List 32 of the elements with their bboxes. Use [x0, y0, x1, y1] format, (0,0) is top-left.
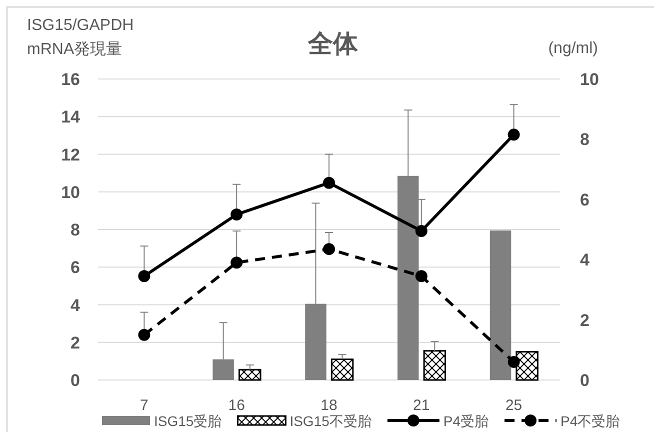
legend-label: ISG15不受胎 [290, 413, 372, 429]
y-tick-label: 16 [61, 70, 80, 89]
y-tick-label: 8 [70, 220, 80, 240]
y-tick-label: 2 [70, 333, 80, 352]
legend-item: P4受胎 [387, 413, 489, 429]
legend-label: P4受胎 [443, 413, 489, 429]
y2-tick-label: 6 [580, 190, 590, 210]
x-tick-label: 16 [228, 397, 245, 414]
y-tick-label: 14 [61, 108, 80, 127]
y2-tick-label: 10 [580, 70, 599, 89]
x-tick-label: 7 [140, 397, 148, 414]
y2-tick-label: 2 [580, 310, 590, 330]
y2-tick-label: 0 [580, 371, 590, 390]
y-tick-label: 4 [70, 296, 80, 315]
y2-tick-label: 8 [580, 130, 590, 150]
ylabel: mRNA発現量 [27, 41, 122, 58]
legend-item: ISG15受胎 [102, 413, 222, 429]
x-tick-label: 18 [320, 397, 338, 414]
x-tick-label: 25 [505, 397, 522, 414]
y-tick-label: 6 [70, 258, 80, 278]
y-tick-label: 10 [61, 182, 80, 202]
legend-item: P4不受胎 [504, 413, 620, 429]
y2label: (ng/ml) [548, 40, 598, 57]
ylabel: ISG15/GAPDH [27, 17, 134, 34]
title: 全体 [308, 30, 358, 58]
y-tick-label: 0 [70, 371, 80, 390]
legend-item: ISG15不受胎 [236, 413, 372, 429]
x-tick-label: 21 [413, 397, 430, 414]
y-tick-label: 12 [61, 145, 80, 164]
legend-label: P4不受胎 [560, 413, 620, 429]
legend-label: ISG15受胎 [154, 413, 222, 429]
y2-tick-label: 4 [580, 250, 590, 270]
